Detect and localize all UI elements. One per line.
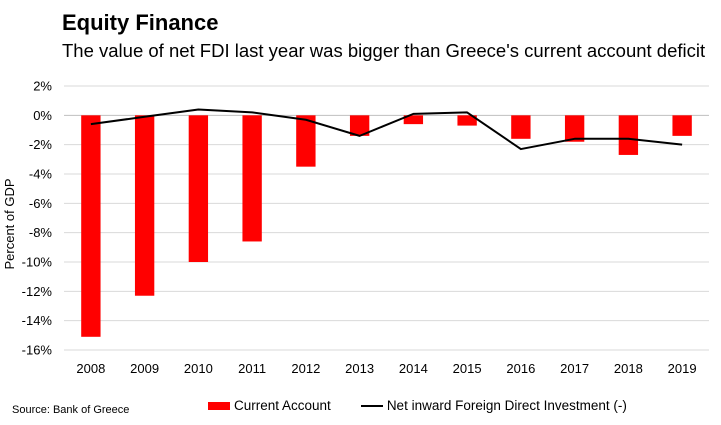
x-tick-label: 2019 [668, 361, 697, 376]
x-tick-label: 2015 [453, 361, 482, 376]
x-tick-labels: 2008 2009 2010 2011 2012 2013 2014 2015 2016 2017… [76, 361, 696, 376]
bar-current-account [457, 115, 477, 126]
x-tick-label: 2017 [560, 361, 589, 376]
x-tick-label: 2012 [291, 361, 320, 376]
legend-swatch-bar [208, 401, 230, 410]
bar-current-account [618, 115, 639, 155]
bar-current-account [564, 115, 585, 142]
y-tick-label: -12% [22, 284, 53, 299]
legend-label-fdi: Net inward Foreign Direct Investment (-) [386, 398, 627, 413]
x-tick-label: 2016 [506, 361, 535, 376]
bar-current-account [672, 115, 692, 136]
bar-series [81, 115, 692, 337]
bar-current-account [242, 115, 262, 242]
bar-current-account [296, 115, 316, 167]
legend-item-fdi: Net inward Foreign Direct Investment (-) [360, 398, 627, 413]
x-tick-label: 2010 [184, 361, 213, 376]
x-tick-label: 2009 [130, 361, 159, 376]
y-tick-labels: 2% 0% -2% -4% -6% -8% -10% -12% -14% -16% [22, 79, 53, 358]
x-tick-label: 2008 [76, 361, 105, 376]
y-tick-label: -6% [29, 196, 53, 211]
y-tick-label: -8% [29, 225, 53, 240]
x-tick-label: 2018 [614, 361, 643, 376]
x-tick-label: 2011 [238, 361, 266, 376]
y-tick-label: -10% [22, 255, 53, 270]
line-series [90, 108, 683, 151]
y-tick-label: -16% [22, 343, 53, 358]
legend-label-current-account: Current Account [234, 398, 331, 413]
source-note: Source: Bank of Greece [12, 404, 130, 416]
bar-current-account [403, 115, 424, 125]
x-tick-label: 2013 [345, 361, 374, 376]
bar-current-account [188, 115, 209, 262]
bar-current-account [134, 115, 155, 296]
bar-current-account [511, 115, 531, 139]
legend-item-current-account: Current Account [208, 398, 331, 413]
chart-subtitle: The value of net FDI last year was bigge… [62, 40, 706, 61]
legend: Current Account Net inward Foreign Direc… [208, 398, 657, 413]
bar-current-account [81, 115, 101, 337]
y-tick-label: 0% [33, 108, 52, 123]
y-tick-label: 2% [33, 79, 52, 94]
chart-title: Equity Finance [62, 10, 219, 35]
grid-lines [64, 85, 709, 351]
x-tick-label: 2014 [399, 361, 428, 376]
y-tick-label: -14% [22, 313, 53, 328]
y-tick-label: -4% [29, 167, 53, 182]
bar-current-account [349, 115, 370, 136]
line-fdi [90, 108, 683, 151]
legend-swatch-line [360, 404, 383, 407]
y-tick-label: -2% [29, 137, 53, 152]
y-axis-label: Percent of GDP [2, 178, 17, 269]
